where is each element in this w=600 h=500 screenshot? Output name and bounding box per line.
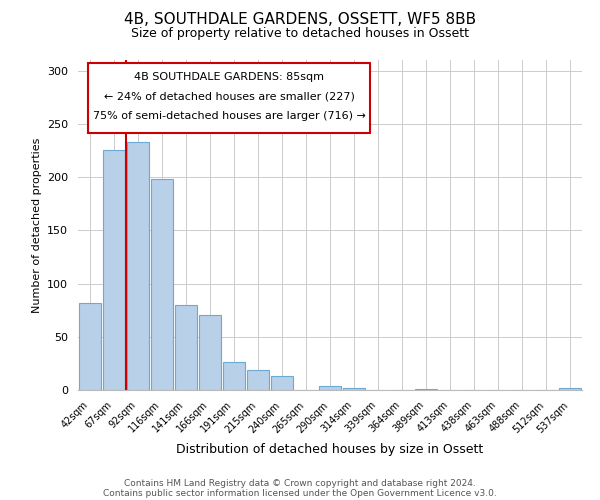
Bar: [127, 142, 149, 390]
Bar: [559, 388, 581, 390]
FancyBboxPatch shape: [88, 64, 370, 132]
Bar: [151, 179, 173, 390]
Bar: [223, 362, 245, 390]
Y-axis label: Number of detached properties: Number of detached properties: [32, 138, 41, 312]
Bar: [271, 376, 293, 390]
Bar: [247, 370, 269, 390]
Bar: [343, 388, 365, 390]
Text: Contains public sector information licensed under the Open Government Licence v3: Contains public sector information licen…: [103, 488, 497, 498]
Text: 4B, SOUTHDALE GARDENS, OSSETT, WF5 8BB: 4B, SOUTHDALE GARDENS, OSSETT, WF5 8BB: [124, 12, 476, 28]
Text: 75% of semi-detached houses are larger (716) →: 75% of semi-detached houses are larger (…: [93, 111, 365, 121]
Bar: [103, 150, 125, 390]
Text: 4B SOUTHDALE GARDENS: 85sqm: 4B SOUTHDALE GARDENS: 85sqm: [134, 72, 324, 82]
Bar: [319, 386, 341, 390]
X-axis label: Distribution of detached houses by size in Ossett: Distribution of detached houses by size …: [176, 443, 484, 456]
Text: Size of property relative to detached houses in Ossett: Size of property relative to detached ho…: [131, 28, 469, 40]
Bar: [175, 305, 197, 390]
Bar: [415, 389, 437, 390]
Bar: [79, 302, 101, 390]
Bar: [199, 316, 221, 390]
Text: Contains HM Land Registry data © Crown copyright and database right 2024.: Contains HM Land Registry data © Crown c…: [124, 478, 476, 488]
Text: ← 24% of detached houses are smaller (227): ← 24% of detached houses are smaller (22…: [104, 92, 355, 102]
